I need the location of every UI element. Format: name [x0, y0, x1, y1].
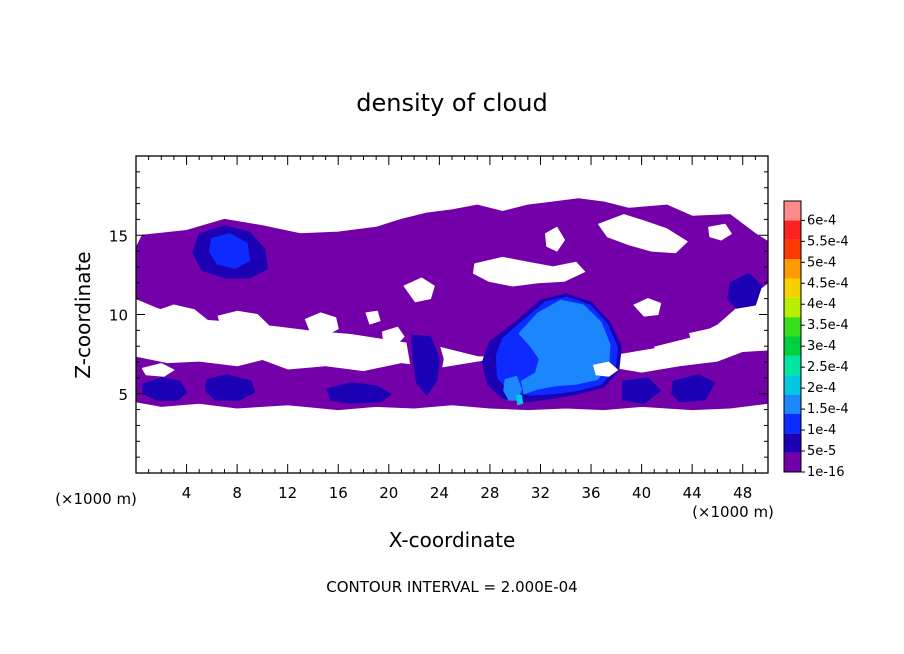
colorbar-swatch — [784, 375, 801, 395]
colorbar-level-label: 5e-4 — [807, 255, 836, 270]
x-axis-label: X-coordinate — [389, 528, 516, 552]
x-tick-label: 44 — [683, 484, 702, 502]
x-tick-label: 48 — [733, 484, 752, 502]
colorbar-level-label: 3e-4 — [807, 339, 836, 354]
contour-region-6 — [141, 377, 188, 401]
plot-area — [135, 155, 769, 474]
x-tick-label: 36 — [581, 484, 600, 502]
y-tick-label: 10 — [109, 307, 128, 325]
cloud-free-gap-4 — [365, 310, 381, 325]
z-unit-label: (×1000 m) — [692, 503, 774, 521]
colorbar-frame — [783, 200, 802, 473]
y-axis-label: Z-coordinate — [71, 251, 95, 378]
cloud-free-gap-1 — [150, 304, 209, 334]
x-tick-label: 28 — [480, 484, 499, 502]
colorbar-swatch — [784, 201, 801, 221]
colorbar-level-label: 5e-5 — [807, 444, 836, 459]
colorbar-level-label: 5.5e-4 — [807, 234, 849, 249]
colorbar-level-label: 2.5e-4 — [807, 360, 849, 375]
contour-region-8 — [326, 382, 392, 404]
y-tick-label: 5 — [118, 386, 128, 404]
chart-title: density of cloud — [356, 89, 547, 117]
x-tick-label: 4 — [182, 484, 192, 502]
colorbar-level-label: 2e-4 — [807, 381, 836, 396]
x-unit-label: (×1000 m) — [55, 490, 137, 508]
x-tick-label: 32 — [531, 484, 550, 502]
colorbar-swatch — [784, 394, 801, 414]
y-tick-label: 15 — [109, 227, 128, 245]
contour-region-7 — [205, 374, 256, 401]
cloud-free-gap-3 — [304, 312, 339, 336]
contour-region-9 — [411, 334, 440, 396]
cloud-free-gap-13 — [593, 361, 619, 377]
colorbar-swatch — [784, 413, 801, 434]
colorbar-swatch — [784, 239, 801, 260]
colorbar-swatch — [784, 452, 801, 472]
colorbar-swatch — [784, 317, 801, 337]
contour-region-11 — [622, 377, 662, 404]
contour-region-2 — [136, 350, 768, 411]
colorbar-swatch — [784, 433, 801, 453]
colorbar-level-label: 4e-4 — [807, 297, 836, 312]
colorbar-level-label: 1.5e-4 — [807, 402, 849, 417]
contour-region-16 — [518, 299, 611, 395]
x-tick-label: 20 — [379, 484, 398, 502]
colorbar-swatch — [784, 220, 801, 240]
cloud-free-gap-8 — [598, 214, 688, 254]
cloud-free-gap-7 — [473, 256, 586, 287]
contour-region-18 — [516, 394, 524, 406]
cloud-free-gap-12 — [689, 328, 726, 346]
x-tick-label: 12 — [278, 484, 297, 502]
colorbar-swatch — [784, 259, 801, 279]
contour-region-12 — [671, 374, 716, 403]
cloud-free-gap-6 — [403, 277, 435, 303]
x-tick-label: 40 — [632, 484, 651, 502]
contour-region-13 — [727, 272, 763, 309]
contour-interval-note: CONTOUR INTERVAL = 2.000E-04 — [326, 578, 577, 596]
colorbar-swatch — [784, 278, 801, 298]
colorbar-swatch — [784, 297, 801, 318]
colorbar: 1e-16 5e-5 1e-4 1.5e-4 2e-4 2.5e-4 3e-4 3.5e-4 4… — [783, 200, 849, 480]
colorbar-swatch — [784, 336, 801, 356]
x-tick-label: 16 — [329, 484, 348, 502]
colorbar-level-label: 1e-16 — [807, 465, 845, 480]
cloud-free-gap-9 — [708, 223, 732, 241]
contour-region-14 — [208, 233, 251, 269]
x-tick-label: 24 — [430, 484, 449, 502]
colorbar-level-label: 6e-4 — [807, 213, 836, 228]
cloud-free-gap-2 — [217, 310, 270, 339]
cloud-free-gap-14 — [141, 363, 175, 377]
cloud-free-gap-5 — [382, 326, 405, 346]
x-tick-label: 8 — [232, 484, 242, 502]
colorbar-level-label: 1e-4 — [807, 423, 836, 438]
colorbar-swatch — [784, 355, 801, 376]
cloud-free-gap-11 — [633, 298, 662, 317]
colorbar-level-label: 4.5e-4 — [807, 276, 849, 291]
cloud-free-gap-10 — [545, 226, 565, 252]
colorbar-level-label: 3.5e-4 — [807, 318, 849, 333]
